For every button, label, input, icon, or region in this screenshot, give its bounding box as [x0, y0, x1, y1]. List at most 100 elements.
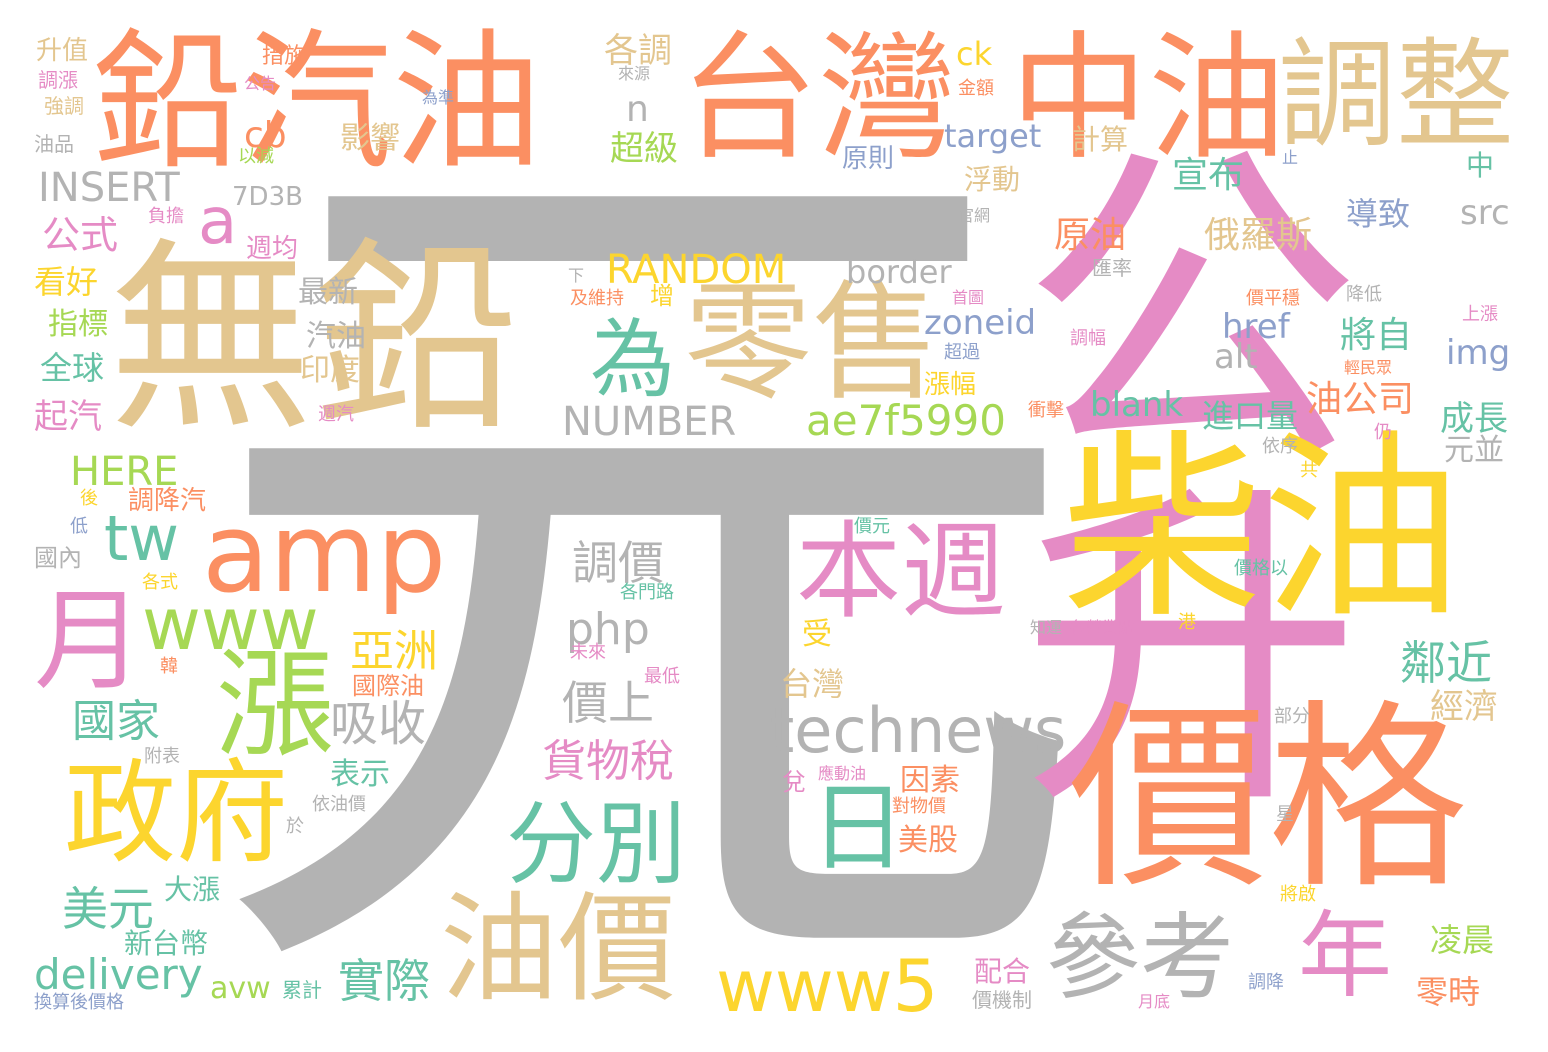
word-yu: 於	[286, 816, 304, 837]
word-lingchen: 凌晨	[1430, 921, 1495, 959]
word-tiaojia: 調價	[572, 536, 664, 590]
word-wei: 為	[590, 311, 676, 410]
word-kanhao: 看好	[34, 263, 99, 301]
word-fudan: 負擔	[148, 206, 184, 227]
word-yixu: 依序	[1262, 436, 1298, 457]
word-tiaozhang: 調漲	[38, 68, 78, 92]
word-cuoshi: 措施	[262, 44, 307, 69]
word-duiwujia: 對物價	[892, 796, 946, 817]
word-dui: 兌	[782, 768, 806, 796]
word-lingshi: 零時	[1416, 973, 1481, 1011]
word-gong: 共	[1300, 460, 1318, 481]
word-guojia: 國家	[72, 696, 160, 747]
word-linjin: 鄰近	[1400, 636, 1492, 690]
word-chaiyou: 柴油	[1062, 413, 1463, 646]
word-jingji: 經濟	[1430, 687, 1498, 727]
word-yingdongyou: 應動油	[818, 764, 867, 783]
word-jiweichi: 及維持	[570, 288, 624, 309]
word-amp: amp	[202, 489, 447, 617]
word-youjia: 油價	[440, 880, 677, 1018]
word-a: a	[198, 185, 238, 259]
word-zhangfu: 漲幅	[924, 370, 977, 400]
word-ri: 日	[810, 772, 906, 884]
word-jinkouliang: 進口量	[1202, 397, 1299, 435]
word-jisuan: 計算	[1072, 123, 1129, 156]
word-qiyou: 汽油	[306, 319, 366, 354]
word-shangzhang: 上漲	[1462, 304, 1498, 325]
word-yijian: 以減	[238, 146, 274, 167]
word-yingxiang: 影響	[340, 121, 400, 156]
word-qiqi: 起汽	[34, 397, 102, 437]
word-xing: 星	[1276, 804, 1294, 825]
word-random: RANDOM	[606, 247, 787, 293]
word-img: img	[1446, 333, 1511, 373]
word-yindu: 印度	[300, 353, 360, 388]
word-yuedi: 月底	[1138, 992, 1171, 1011]
word-zhouqi: 週汽	[318, 404, 354, 425]
word-zhoujun: 週均	[246, 234, 299, 264]
word-meiyuan: 美元	[62, 882, 154, 936]
word-youpin: 油品	[34, 132, 74, 156]
word-guonei: 國內	[34, 544, 82, 572]
word-biaoshi: 表示	[330, 757, 390, 792]
word-jiashang: 價上	[562, 676, 654, 730]
word-border: border	[846, 253, 952, 291]
word-insert: INSERT	[38, 165, 180, 211]
word-peihe: 配合	[974, 955, 1031, 988]
word-tiaojiang: 調降	[1248, 972, 1284, 993]
word-gongsheng: 公升	[962, 130, 1358, 810]
word-cb: cb	[244, 115, 287, 156]
word-yuanyou: 原油	[1054, 215, 1127, 256]
word-number: NUMBER	[562, 399, 737, 445]
word-fudong: 浮動	[964, 163, 1021, 196]
word-guojiyou: 國際油	[352, 672, 424, 700]
word-huowushui: 貨物稅	[542, 736, 674, 787]
word-fubiao: 附表	[144, 746, 180, 767]
word-chengzhang: 成長	[1440, 399, 1508, 439]
word-php: php	[566, 604, 650, 655]
word-nian: 年	[1298, 902, 1393, 1011]
word-qiangdiao: 強調	[44, 94, 84, 118]
word-cankao: 參考	[1046, 904, 1235, 1013]
word-src: src	[1460, 193, 1510, 233]
word-han: 韓	[160, 656, 178, 677]
word-gang: 港	[1178, 612, 1196, 633]
word-shiji: 實際	[338, 954, 430, 1008]
word-avw: avw	[210, 971, 271, 1006]
word-reng: 仍	[1374, 422, 1392, 443]
word-gemenlu: 各門路	[620, 582, 674, 603]
word-hou: 後	[80, 488, 98, 509]
word-technews: technews	[770, 694, 1067, 767]
word-laiyuan: 來源	[618, 64, 651, 83]
word-geyingyedian: 各營業點	[1070, 618, 1135, 637]
word-jiangqi: 將啟	[1280, 884, 1316, 905]
word-bufen: 部分	[1274, 706, 1310, 727]
word-quanqiu: 全球	[40, 349, 105, 387]
word-jiangzi: 將自	[1340, 315, 1413, 356]
word-xia: 下	[568, 266, 585, 285]
word-zuixin: 最新	[298, 275, 358, 310]
word-jiageyi: 價格以	[1234, 558, 1288, 579]
word-jine: 金額	[958, 78, 994, 99]
word-jiajizhi: 價機制	[972, 988, 1032, 1012]
word-alt: alt	[1214, 337, 1258, 377]
word-tiaofu: 調幅	[1070, 328, 1106, 349]
word-jiapingwen: 價平穩	[1246, 288, 1300, 309]
word-meigu: 美股	[898, 823, 958, 858]
word-yiyoujia: 依油價	[312, 794, 366, 815]
word-geshi: 各式	[142, 572, 178, 593]
word-fenbie: 分別	[506, 792, 686, 897]
word-jiayuan: 價元	[854, 516, 890, 537]
word-weilai: 未來	[570, 642, 606, 663]
word-target: target	[944, 117, 1042, 155]
word-yuanze: 原則	[842, 144, 895, 174]
word-daozhi: 導致	[1346, 195, 1411, 233]
word-shengzhi: 升值	[36, 36, 89, 66]
word-gonggao: 公告	[244, 74, 277, 93]
word-dazhang: 大漲	[164, 873, 221, 906]
word-zhi: 止	[1282, 148, 1299, 167]
word-www5: www5	[716, 944, 939, 1028]
word-qianqiyou: 鉛汽油	[92, 16, 543, 190]
word-zhibiao: 指標	[48, 307, 108, 342]
